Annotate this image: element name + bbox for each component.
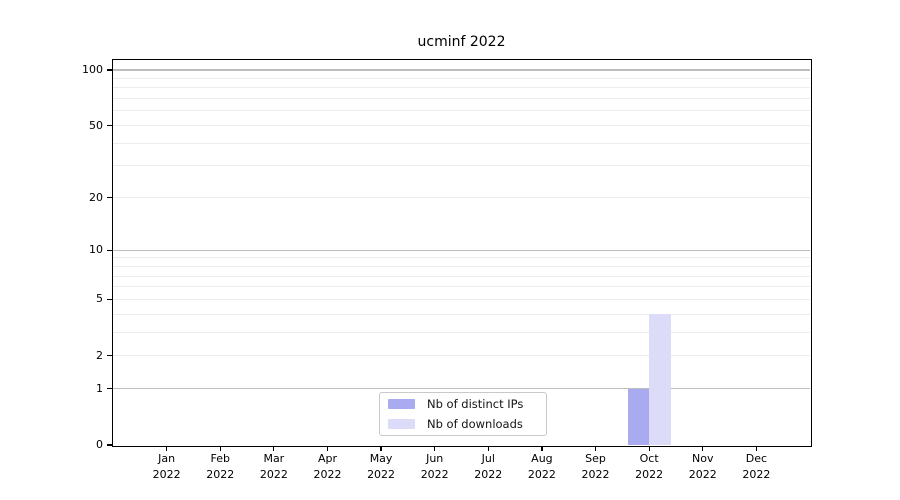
y-tick (107, 298, 112, 301)
x-tick (219, 446, 221, 451)
minor-gridline (113, 355, 810, 357)
x-tick-label: Nov 2022 (671, 451, 735, 482)
minor-gridline (113, 257, 810, 259)
x-tick-month: Feb (210, 452, 230, 465)
x-tick-month: Sep (585, 452, 606, 465)
x-tick-year: 2022 (313, 467, 342, 481)
bar-nb-of-downloads-oct (649, 314, 671, 445)
bar-nb-of-distinct-ips-oct (627, 388, 650, 445)
x-tick-label: Feb 2022 (188, 451, 252, 482)
x-tick-year: 2022 (527, 467, 556, 481)
x-tick-month: Jan (158, 452, 176, 465)
minor-gridline (113, 142, 810, 144)
y-tick-label: 2 (96, 348, 103, 362)
minor-gridline (113, 165, 810, 167)
minor-gridline (113, 298, 810, 300)
x-tick-month: Jun (426, 452, 444, 465)
x-tick (702, 446, 704, 451)
x-tick-year: 2022 (206, 467, 235, 481)
x-tick (380, 446, 382, 451)
major-gridline (113, 69, 810, 71)
y-tick (107, 388, 112, 390)
y-tick-label: 0 (96, 438, 103, 451)
y-tick (107, 249, 112, 251)
y-tick (107, 69, 112, 71)
minor-gridline (113, 197, 810, 199)
plot-area (113, 60, 810, 445)
y-tick-label: 5 (96, 292, 103, 306)
x-tick-label: Oct 2022 (617, 451, 681, 482)
legend-swatch-downloads (388, 419, 415, 429)
y-tick-label: 20 (89, 190, 103, 204)
x-tick (165, 446, 168, 451)
x-tick (648, 446, 650, 451)
y-tick (107, 124, 112, 127)
x-tick (487, 446, 489, 451)
x-tick-year: 2022 (420, 467, 449, 481)
y-tick-label: 50 (89, 118, 103, 132)
y-tick-label: 1 (96, 381, 103, 395)
x-tick-month: May (369, 452, 393, 465)
x-tick-month: Dec (745, 452, 768, 465)
x-tick-label: Aug 2022 (510, 451, 574, 482)
x-tick-month: Nov (692, 452, 714, 465)
minor-gridline (113, 98, 810, 100)
minor-gridline (113, 275, 810, 277)
minor-gridline (113, 77, 810, 79)
x-tick-year: 2022 (581, 467, 610, 481)
minor-gridline (113, 331, 810, 333)
x-tick-label: Mar 2022 (242, 451, 306, 482)
minor-gridline (113, 265, 810, 267)
y-tick-label: 100 (82, 63, 103, 76)
x-tick-year: 2022 (474, 467, 503, 481)
x-tick-year: 2022 (259, 467, 288, 481)
y-tick-label: 10 (89, 243, 103, 257)
x-tick-label: Jun 2022 (403, 451, 467, 482)
minor-gridline (113, 110, 810, 112)
minor-gridline (113, 286, 810, 288)
x-tick-label: May 2022 (349, 451, 413, 482)
x-tick (273, 446, 275, 451)
minor-gridline (113, 313, 810, 315)
legend-row-distinct-ips: Nb of distinct IPs (380, 396, 546, 413)
major-gridline (113, 249, 810, 251)
chart-title: ucminf 2022 (417, 34, 506, 50)
legend-row-downloads: Nb of downloads (380, 416, 546, 433)
legend-swatch-distinct-ips (388, 399, 415, 409)
x-tick-month: Apr (317, 452, 337, 465)
x-tick (594, 446, 597, 451)
x-tick (541, 446, 543, 451)
x-tick (434, 446, 436, 451)
x-tick-label: Jul 2022 (456, 451, 520, 482)
x-tick (755, 446, 758, 451)
x-tick-year: 2022 (635, 467, 664, 481)
minor-gridline (113, 125, 810, 127)
x-tick-year: 2022 (152, 467, 181, 481)
y-tick (107, 196, 112, 199)
x-tick-year: 2022 (688, 467, 717, 481)
x-tick-month: Aug (531, 452, 553, 465)
x-tick-label: Jan 2022 (135, 451, 199, 482)
y-tick (107, 444, 112, 446)
x-tick-month: Jul (481, 452, 495, 465)
x-tick-year: 2022 (367, 467, 396, 481)
x-tick-month: Mar (263, 452, 285, 465)
x-tick-month: Oct (639, 452, 659, 465)
x-tick-label: Dec 2022 (724, 451, 788, 482)
x-tick-label: Sep 2022 (564, 451, 628, 482)
x-tick (326, 446, 329, 451)
legend: Nb of distinct IPs Nb of downloads (379, 392, 547, 436)
legend-label-distinct-ips: Nb of distinct IPs (427, 397, 524, 411)
major-gridline (113, 388, 810, 390)
x-tick-year: 2022 (742, 467, 771, 481)
y-tick (107, 355, 112, 357)
minor-gridline (113, 87, 810, 89)
x-tick-label: Apr 2022 (295, 451, 359, 482)
legend-label-downloads: Nb of downloads (427, 417, 523, 431)
